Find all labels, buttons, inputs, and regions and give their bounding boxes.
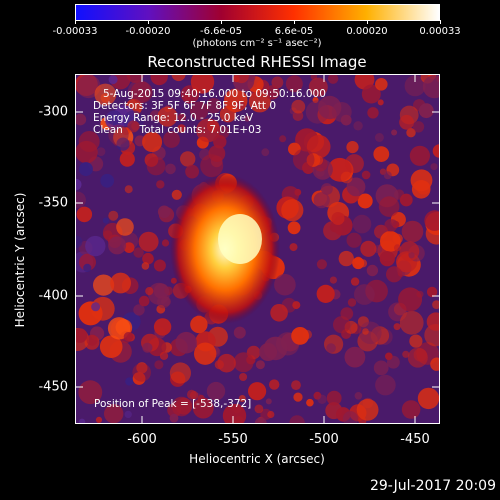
colorbar-tick	[367, 20, 368, 24]
image-title: Reconstructed RHESSI Image	[147, 53, 367, 71]
y-tick-label: -400	[38, 288, 68, 304]
info-energy-range: Energy Range: 12.0 - 25.0 keV	[93, 112, 254, 124]
x-tick-label: -550	[218, 432, 248, 447]
colorbar	[75, 4, 440, 21]
colorbar-tick	[148, 20, 149, 24]
colorbar-tick	[75, 20, 76, 24]
y-tick-label: -450	[38, 379, 68, 395]
timestamp: 29-Jul-2017 20:09	[369, 478, 496, 494]
x-axis-label: Heliocentric X (arcsec)	[189, 452, 325, 466]
colorbar-tick-label: -0.00033	[52, 26, 98, 37]
info-time-range: 5-Aug-2015 09:40:16.000 to 09:50:16.000	[103, 88, 326, 100]
info-detectors: Detectors: 3F 5F 6F 7F 8F 9F, Att 0	[93, 100, 277, 112]
colorbar-tick	[221, 20, 222, 24]
rhessi-image	[75, 74, 440, 424]
y-tick-label: -300	[38, 104, 68, 120]
y-axis-label: Heliocentric Y (arcsec)	[13, 192, 27, 328]
peak-position: Position of Peak = [-538,-372]	[94, 398, 252, 410]
y-tick-label: -350	[38, 195, 68, 211]
x-tick-label: -500	[309, 432, 339, 447]
colorbar-tick-label: -6.6e-05	[200, 26, 242, 37]
colorbar-units: (photons cm⁻² s⁻¹ asec⁻²)	[192, 38, 322, 49]
colorbar-tick-label: -0.00020	[125, 26, 171, 37]
x-tick-label: -600	[127, 432, 157, 447]
colorbar-tick	[294, 20, 295, 24]
colorbar-tick-label: 0.00020	[346, 26, 388, 37]
colorbar-tick-label: 0.00033	[419, 26, 461, 37]
x-tick-label: -450	[400, 432, 430, 447]
colorbar-tick	[440, 20, 441, 24]
info-total-counts: Clean Total counts: 7.01E+03	[93, 124, 262, 136]
colorbar-tick-label: 6.6e-05	[274, 26, 314, 37]
